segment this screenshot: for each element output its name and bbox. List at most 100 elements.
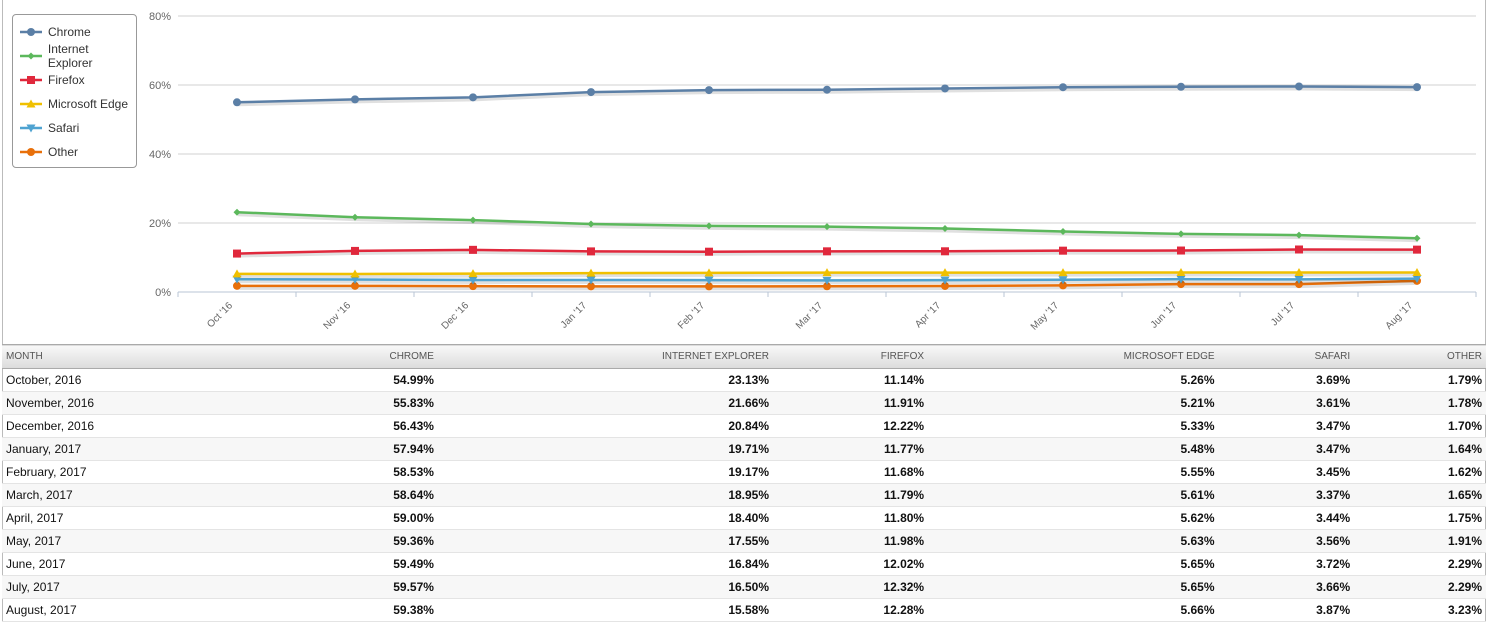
x-tick-label: Feb '17 <box>676 300 707 331</box>
month-cell: March, 2017 <box>2 483 300 507</box>
data-point <box>823 85 831 94</box>
table-header-row: MONTH CHROME INTERNET EXPLORER FIREFOX MICRO… <box>2 344 1486 369</box>
legend-item[interactable]: Safari <box>13 116 136 140</box>
table-row: January, 2017 57.94% 19.71% 11.77% 5.48% 3.47… <box>2 437 1486 461</box>
data-point <box>469 216 477 224</box>
column-header[interactable]: SAFARI <box>1314 351 1351 362</box>
value-cell: 2.29% <box>1354 552 1486 576</box>
data-point <box>704 268 714 277</box>
x-tick-label: May '17 <box>1029 300 1062 333</box>
value-cell: 3.47% <box>1218 437 1355 461</box>
value-cell: 21.66% <box>437 391 774 415</box>
data-point <box>1176 275 1186 284</box>
value-cell: 2.29% <box>1354 575 1486 599</box>
legend-marker <box>27 76 35 84</box>
legend-marker <box>26 99 36 108</box>
column-header[interactable]: FIREFOX <box>880 351 925 362</box>
table-row: August, 2017 59.38% 15.58% 12.28% 5.66% 3.87%… <box>2 598 1486 622</box>
value-cell: 5.61% <box>928 483 1219 507</box>
value-cell: 19.71% <box>437 437 774 461</box>
column-header[interactable]: MONTH <box>6 351 43 362</box>
column-header[interactable]: INTERNET EXPLORER <box>661 351 770 362</box>
x-tick-label: Nov '16 <box>322 300 354 332</box>
value-cell: 58.64% <box>299 483 438 507</box>
data-point <box>1177 230 1185 238</box>
value-cell: 5.66% <box>928 598 1219 622</box>
data-point <box>233 208 241 216</box>
column-header[interactable]: CHROME <box>389 351 434 362</box>
value-cell: 3.72% <box>1218 552 1355 576</box>
x-tick-label: Dec '16 <box>440 300 472 332</box>
data-point <box>469 282 477 291</box>
data-table: MONTH CHROME INTERNET EXPLORER FIREFOX MICRO… <box>2 344 1486 622</box>
series-safari <box>232 275 1422 285</box>
data-point <box>941 247 949 256</box>
legend-item[interactable]: Microsoft Edge <box>13 92 136 116</box>
legend-item[interactable]: Firefox <box>13 68 136 92</box>
series-internet-explorer <box>233 208 1421 243</box>
legend-marker <box>27 148 35 156</box>
legend-label: Other <box>48 145 79 159</box>
y-tick-label: 0% <box>155 287 171 299</box>
data-point <box>704 276 714 285</box>
value-cell: 56.43% <box>299 414 438 438</box>
data-point <box>1059 281 1067 290</box>
month-cell: October, 2016 <box>2 368 300 392</box>
value-cell: 3.47% <box>1218 414 1355 438</box>
value-cell: 11.79% <box>773 483 929 507</box>
month-cell: November, 2016 <box>2 391 300 415</box>
data-point <box>1294 268 1304 277</box>
legend-item[interactable]: Chrome <box>13 20 136 44</box>
data-point <box>586 276 596 285</box>
table-row: November, 2016 55.83% 21.66% 11.91% 5.21% 3.6… <box>2 391 1486 415</box>
data-point <box>587 220 595 228</box>
legend-marker <box>27 52 35 60</box>
value-cell: 3.66% <box>1218 575 1355 599</box>
table-row: May, 2017 59.36% 17.55% 11.98% 5.63% 3.56% 1.9… <box>2 529 1486 553</box>
value-cell: 59.57% <box>299 575 438 599</box>
column-header[interactable]: MICROSOFT EDGE <box>1123 351 1215 362</box>
value-cell: 57.94% <box>299 437 438 461</box>
table-row: June, 2017 59.49% 16.84% 12.02% 5.65% 3.72% 2.… <box>2 552 1486 576</box>
value-cell: 59.00% <box>299 506 438 530</box>
y-tick-label: 40% <box>149 149 171 161</box>
data-point <box>1294 275 1304 284</box>
value-cell: 3.45% <box>1218 460 1355 484</box>
value-cell: 1.91% <box>1354 529 1486 553</box>
value-cell: 16.50% <box>437 575 774 599</box>
value-cell: 3.56% <box>1218 529 1355 553</box>
data-point <box>1176 268 1186 277</box>
value-cell: 1.64% <box>1354 437 1486 461</box>
circle-marker-icon <box>20 148 42 156</box>
data-point <box>469 245 477 254</box>
data-point <box>1059 227 1067 235</box>
data-point <box>941 84 949 93</box>
x-tick-label: Apr '17 <box>913 300 943 330</box>
data-point <box>232 269 242 278</box>
value-cell: 5.55% <box>928 460 1219 484</box>
data-point <box>350 269 360 278</box>
legend-item[interactable]: Other <box>13 140 136 164</box>
month-cell: July, 2017 <box>2 575 300 599</box>
value-cell: 23.13% <box>437 368 774 392</box>
y-tick-label: 80% <box>149 11 171 23</box>
data-point <box>705 86 713 95</box>
legend-label: Internet Explorer <box>47 42 93 70</box>
data-point <box>941 281 949 290</box>
table-row: July, 2017 59.57% 16.50% 12.32% 5.65% 3.66% 2.… <box>2 575 1486 599</box>
value-cell: 1.78% <box>1354 391 1486 415</box>
x-tick-label: Aug '17 <box>1384 300 1416 332</box>
month-cell: January, 2017 <box>2 437 300 461</box>
data-point <box>587 247 595 256</box>
value-cell: 3.23% <box>1354 598 1486 622</box>
x-tick-label: Jan '17 <box>559 300 590 331</box>
data-point <box>1177 246 1185 255</box>
value-cell: 55.83% <box>299 391 438 415</box>
column-header[interactable]: OTHER <box>1447 351 1482 362</box>
y-tick-label: 60% <box>149 80 171 92</box>
legend-item[interactable]: Internet Explorer <box>13 42 136 70</box>
diamond-marker-icon <box>20 52 42 60</box>
data-point <box>1295 82 1303 91</box>
value-cell: 20.84% <box>437 414 774 438</box>
